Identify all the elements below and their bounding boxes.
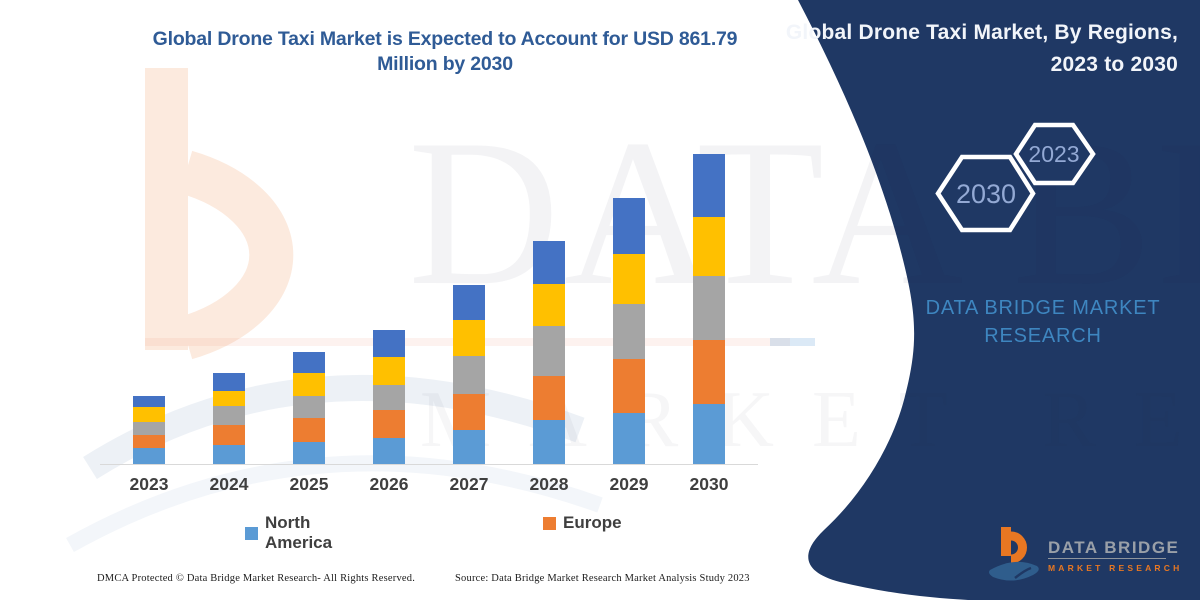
side-panel-shape bbox=[798, 0, 1200, 600]
legend-swatch-europe bbox=[543, 516, 556, 530]
bar-segment-2029-europe bbox=[613, 358, 645, 414]
bar-segment-2026-europe bbox=[373, 410, 405, 439]
bar-segment-2024-europe bbox=[213, 424, 245, 445]
watermark-swoosh-2-icon bbox=[66, 455, 603, 552]
brand-line1: DATA BRIDGE MARKET bbox=[925, 297, 1161, 319]
bar-segment-2028-north-america bbox=[533, 419, 565, 464]
bar-segment-2030-north-america bbox=[693, 403, 725, 464]
bar-segment-2023-unlabeled-dark-blue bbox=[133, 395, 165, 408]
hexagon-2030-label: 2030 bbox=[956, 179, 1016, 209]
x-label-2028: 2028 bbox=[529, 474, 569, 494]
watermark-b-bowl bbox=[179, 150, 294, 360]
legend-swatch-north-america bbox=[245, 526, 258, 540]
logo-b-stem-icon bbox=[1001, 527, 1011, 556]
hexagon-2023-icon bbox=[1013, 122, 1096, 186]
chart-title: Global Drone Taxi Market is Expected to … bbox=[100, 27, 790, 77]
bar-segment-2023-north-america bbox=[133, 448, 165, 464]
bar-segment-2027-europe bbox=[453, 393, 485, 430]
logo-subtitle: MARKET RESEARCH bbox=[1048, 563, 1182, 573]
brand-wordmark: DATA BRIDGE MARKET RESEARCH bbox=[918, 294, 1168, 350]
dbmr-logo: DATA BRIDGE MARKET RESEARCH bbox=[985, 520, 1195, 595]
bar-segment-2030-europe bbox=[693, 340, 725, 404]
bar-segment-2024-unlabeled-dark-blue bbox=[213, 373, 245, 391]
hexagon-2030-icon bbox=[935, 154, 1036, 233]
bar-segment-2028-unlabeled-dark-blue bbox=[533, 241, 565, 285]
x-label-2025: 2025 bbox=[289, 474, 329, 494]
bar-segment-2026-unlabeled-dark-blue bbox=[373, 330, 405, 358]
faint-blue-band bbox=[770, 338, 815, 346]
legend-label-north-america: North America bbox=[265, 513, 333, 552]
watermark-b-stem bbox=[145, 68, 188, 350]
bar-segment-2027-unlabeled-yellow bbox=[453, 319, 485, 357]
chart-title-line1: Global Drone Taxi Market is Expected to … bbox=[152, 28, 738, 50]
bar-segment-2029-unlabeled-yellow bbox=[613, 253, 645, 304]
logo-swoosh-icon bbox=[989, 561, 1039, 581]
bar-segment-2025-unlabeled-dark-blue bbox=[293, 352, 325, 374]
bar-segment-2026-north-america bbox=[373, 438, 405, 464]
bar-segment-2025-europe bbox=[293, 417, 325, 442]
bar-segment-2023-europe bbox=[133, 434, 165, 449]
chart-title-line2: Million by 2030 bbox=[377, 53, 513, 75]
bar-segment-2030-unlabeled-gray bbox=[693, 276, 725, 341]
bar-segment-2030-unlabeled-yellow bbox=[693, 216, 725, 277]
bar-segment-2028-unlabeled-gray bbox=[533, 326, 565, 376]
bar-segment-2028-unlabeled-yellow bbox=[533, 284, 565, 327]
x-label-2029: 2029 bbox=[609, 474, 649, 494]
bar-segment-2024-unlabeled-gray bbox=[213, 405, 245, 425]
brand-line2: RESEARCH bbox=[984, 325, 1102, 347]
bar-segment-2027-unlabeled-dark-blue bbox=[453, 285, 485, 320]
side-panel-title: Global Drone Taxi Market, By Regions, 20… bbox=[758, 17, 1178, 81]
bar-segment-2030-unlabeled-dark-blue bbox=[693, 154, 725, 217]
bar-segment-2029-unlabeled-gray bbox=[613, 303, 645, 359]
dmca-notice: DMCA Protected © Data Bridge Market Rese… bbox=[97, 573, 416, 584]
bar-segment-2029-north-america bbox=[613, 413, 645, 464]
bar-segment-2024-north-america bbox=[213, 444, 245, 464]
x-label-2024: 2024 bbox=[209, 474, 249, 494]
year-hexagons: 2030 2023 bbox=[935, 122, 1096, 233]
x-axis-line bbox=[100, 464, 758, 465]
legend-label-europe: Europe bbox=[563, 513, 622, 532]
bar-segment-2025-unlabeled-gray bbox=[293, 396, 325, 418]
bar-segment-2023-unlabeled-gray bbox=[133, 421, 165, 435]
side-panel-title-line2: 2023 to 2030 bbox=[1050, 53, 1178, 76]
bar-segment-2025-north-america bbox=[293, 441, 325, 464]
x-label-2023: 2023 bbox=[129, 474, 169, 494]
logo-title: DATA BRIDGE bbox=[1048, 538, 1179, 557]
legend-item-europe: Europe bbox=[543, 513, 622, 533]
bar-segment-2024-unlabeled-yellow bbox=[213, 390, 245, 406]
bar-segment-2026-unlabeled-gray bbox=[373, 385, 405, 411]
bar-segment-2023-unlabeled-yellow bbox=[133, 407, 165, 422]
x-label-2027: 2027 bbox=[449, 474, 489, 494]
bar-segment-2028-europe bbox=[533, 375, 565, 420]
legend-item-north-america: North America bbox=[245, 513, 332, 553]
bar-segment-2029-unlabeled-dark-blue bbox=[613, 198, 645, 254]
bar-segment-2025-unlabeled-yellow bbox=[293, 373, 325, 397]
logo-b-bowl-icon bbox=[1010, 531, 1027, 564]
source-note: Source: Data Bridge Market Research Mark… bbox=[455, 573, 750, 584]
x-label-2030: 2030 bbox=[689, 474, 729, 494]
bar-segment-2027-north-america bbox=[453, 429, 485, 464]
bar-segment-2027-unlabeled-gray bbox=[453, 356, 485, 394]
logo-swoosh-detail-icon bbox=[1014, 566, 1032, 579]
side-panel-title-line1: Global Drone Taxi Market, By Regions, bbox=[785, 21, 1178, 44]
bar-segment-2026-unlabeled-yellow bbox=[373, 357, 405, 386]
x-label-2026: 2026 bbox=[369, 474, 409, 494]
hexagon-2023-label: 2023 bbox=[1028, 141, 1079, 167]
